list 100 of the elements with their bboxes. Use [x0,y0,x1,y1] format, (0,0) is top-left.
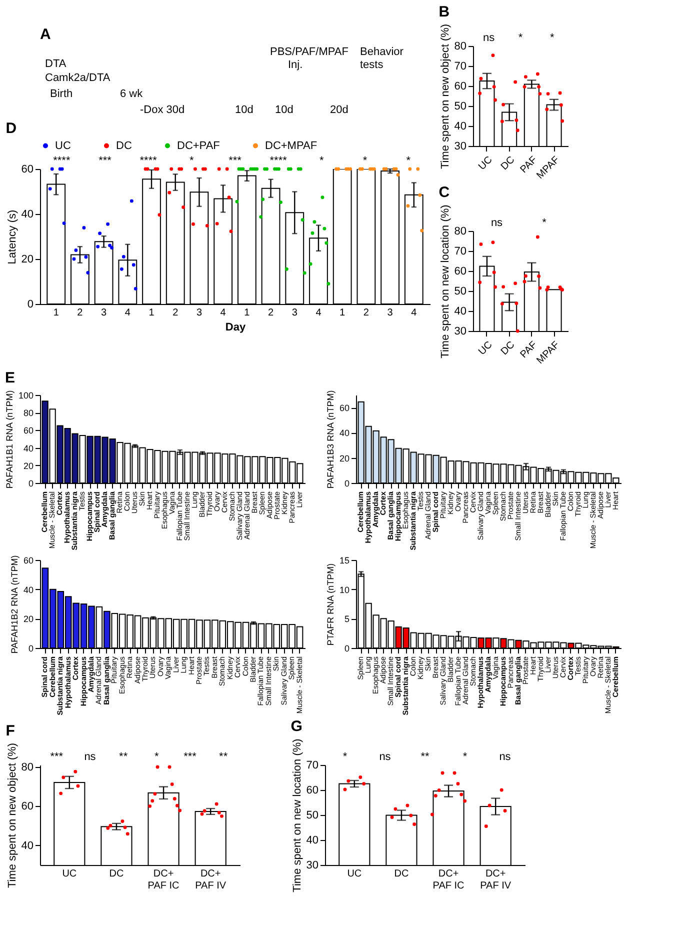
x-tick-label: 3 [387,308,394,318]
y-tick-label: 30 [454,140,466,152]
y-tick-label: 40 [454,120,466,132]
y-tick-label: 50 [306,810,318,822]
text: * [462,751,468,763]
x-tick-label: DC [109,868,124,880]
y-tick-label: 20 [339,453,350,464]
y-tick-label: 0 [344,644,350,654]
text: * [406,155,412,167]
y-tick-label: 60 [339,403,350,414]
text: * [320,155,325,167]
x-tick-label: 3 [292,308,298,318]
y-tick-label: 0 [28,644,34,654]
x-tick-label: 1 [53,308,60,318]
x-tick-label: 4 [316,308,322,318]
text: Behavior tests [360,46,404,71]
y-axis-title: PTAFR RNA (nTPM) [325,563,336,646]
text: ** [420,751,430,763]
legend-label: UC [55,140,71,152]
y-tick-label: 50 [454,286,466,298]
text: **** [140,155,158,167]
text: PBS/PAF/MPAF [270,46,349,58]
x-tick-label: 1 [148,308,155,318]
y-axis-title: Time spent on new object (%) [439,24,452,170]
text: *** [50,751,64,763]
text: **** [270,155,288,167]
y-tick-label: 100 [18,390,34,400]
text: 10d [275,104,294,116]
y-tick-label: 30 [306,860,318,872]
text: * [542,217,548,229]
x-tick-label: UC [62,868,77,880]
x-tick-label: 4 [124,308,131,318]
y-axis-title: Time spent on new location (%) [291,738,304,892]
text: Birth [50,88,73,100]
text: **** [53,155,71,167]
y-tick-label: 20 [23,614,34,624]
y-tick-label: 60 [23,426,34,436]
x-tick-label: 1 [244,308,250,318]
legend-label: DC+PAF [177,140,220,152]
text: ns [84,751,96,763]
text: ** [219,751,228,763]
y-axis-title: Time spent on new location (%) [439,204,452,358]
chart-title: C [438,184,450,202]
x-tick-label: DC [499,154,518,172]
x-tick-label: 4 [220,308,226,318]
chart-title: G [290,718,302,736]
x-tick-label: DC+ PAF IC [432,868,464,892]
x-tick-label: DC [394,868,409,880]
text: *** [184,751,198,763]
x-tick-label: 3 [101,308,108,318]
y-tick-label: 70 [454,246,466,258]
x-tick-label: 2 [172,308,179,318]
y-tick-label: 80 [23,408,34,418]
text: ns [483,32,496,44]
y-tick-label: 40 [306,834,318,846]
x-tick-label: 2 [268,308,274,318]
text: ns [499,751,512,763]
y-tick-label: 80 [21,761,34,774]
x-tick-label: 4 [411,308,418,318]
text: * [154,751,160,763]
text: 6 wk [120,88,144,100]
text: 10d [235,104,254,116]
y-axis-title: PAFAH1B3 RNA (nTPM) [325,390,336,489]
y-tick-label: 60 [454,80,466,92]
y-tick-label: 0 [344,478,350,488]
text: Inj. [288,59,303,71]
text: *** [228,155,242,167]
chart-title: D [6,120,17,137]
text: * [550,32,556,44]
y-tick-label: 20 [23,460,34,471]
x-tick-label: 2 [77,308,84,318]
y-tick-label: 0 [28,478,34,488]
y-tick-label: 50 [454,100,466,112]
y-tick-label: 70 [306,760,318,772]
y-tick-label: 60 [21,164,34,176]
legend-label: DC [116,140,132,152]
text: DTA [45,58,67,70]
x-tick-label: DC+ PAF IV [195,868,226,892]
text: -Dox 30d [140,104,185,116]
y-axis-title: Latency (s) [6,210,18,264]
y-axis-title: PAFAH1B2 RNA (nTPM) [9,555,20,654]
x-axis-title: Day [225,322,246,334]
y-tick-label: 40 [23,584,34,595]
chart-title: F [6,722,15,740]
x-tick-label: DC [499,340,518,358]
y-axis-title: PAFAH1B1 RNA (nTPM) [4,390,14,489]
text: * [362,155,368,167]
y-tick-label: 70 [454,60,466,72]
y-tick-label: 5 [344,614,350,624]
y-tick-label: 40 [23,443,34,454]
text: 20d [330,104,348,116]
y-axis-title: Time spent on new object (%) [6,742,18,888]
x-tick-label: UC [347,868,362,880]
y-tick-label: 15 [339,556,350,566]
text: ns [490,217,504,229]
text: * [518,32,524,44]
y-tick-label: 60 [454,266,466,278]
chart-title: E [4,370,15,387]
text: * [190,155,195,167]
y-tick-label: 40 [339,428,350,438]
